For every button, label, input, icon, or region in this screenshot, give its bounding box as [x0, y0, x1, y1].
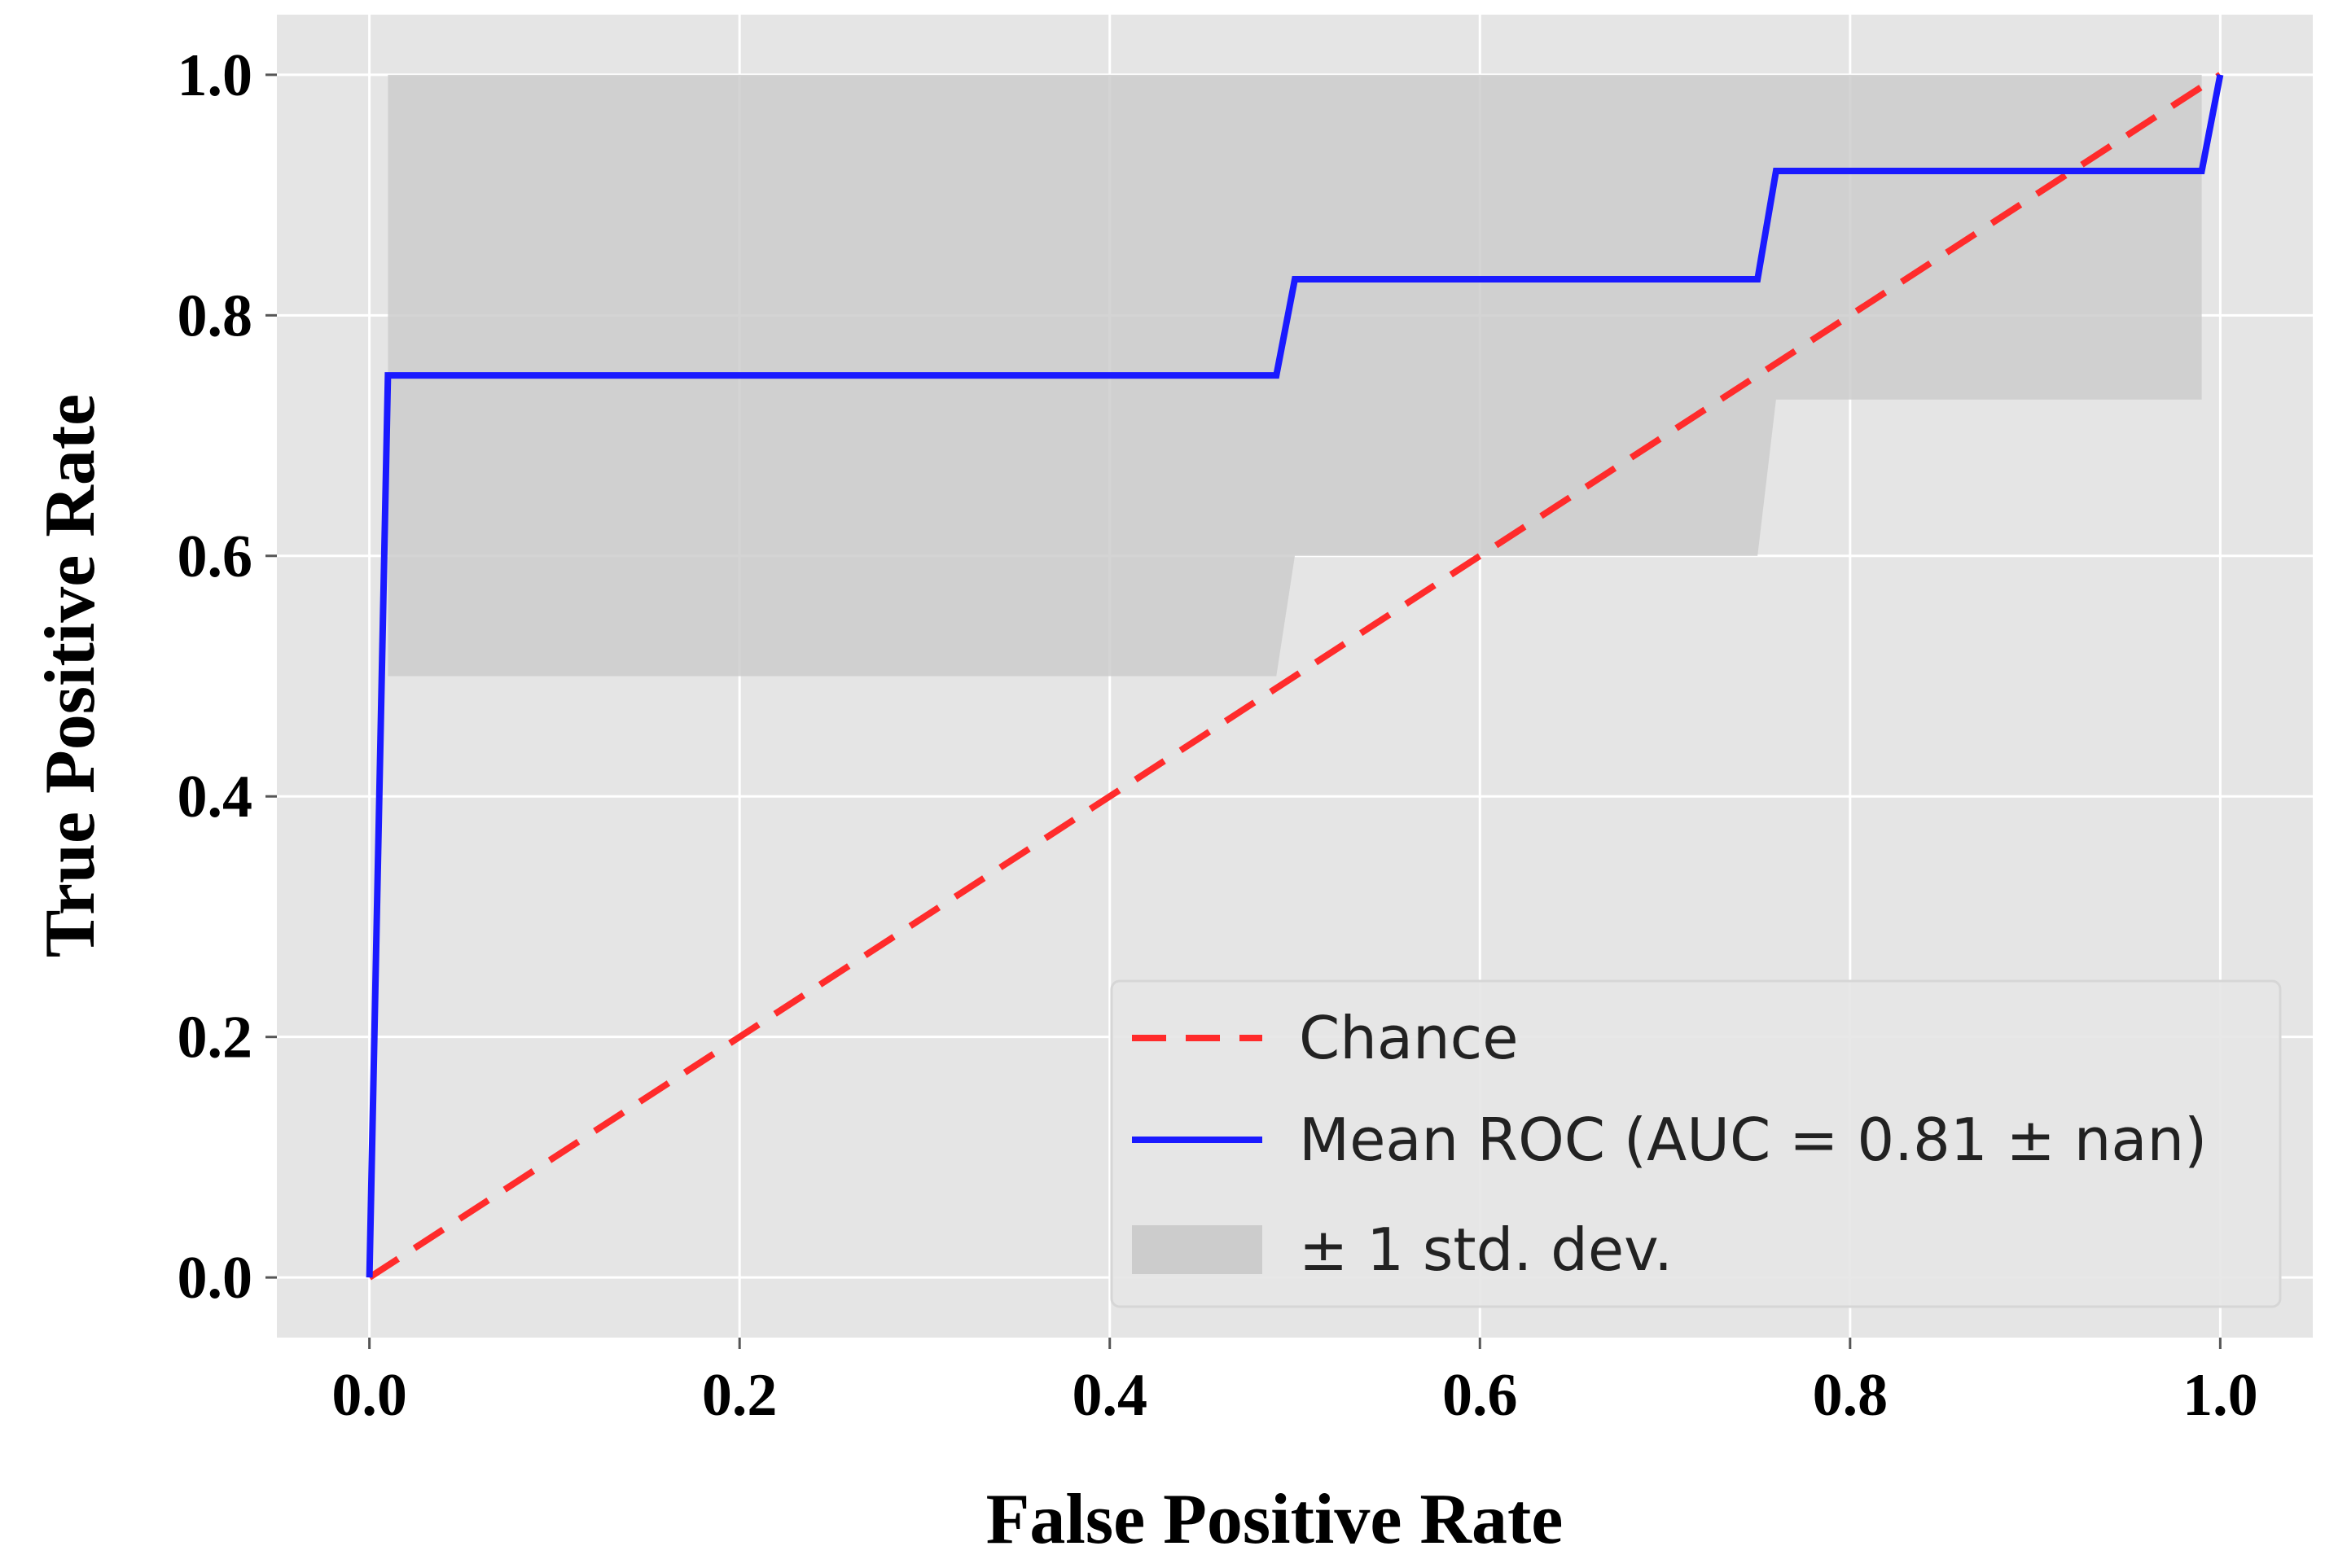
x-tick-label-1: 0.2 — [702, 1362, 778, 1429]
y-tick-label-2: 0.4 — [178, 764, 253, 830]
y-axis-label: True Positive Rate — [31, 394, 110, 957]
x-tick-label-5: 1.0 — [2182, 1362, 2258, 1429]
y-tick-label-5: 1.0 — [178, 42, 253, 109]
std-dev-band — [388, 74, 2202, 677]
legend-label-chance: Chance — [1299, 1004, 1519, 1072]
x-tick-label-2: 0.4 — [1072, 1362, 1147, 1429]
series-group — [366, 72, 2224, 1281]
y-tick-label-4: 0.8 — [178, 283, 253, 349]
mean-roc-line — [366, 74, 2224, 1278]
chance-line — [367, 72, 2222, 1281]
x-tick-label-0: 0.0 — [331, 1362, 407, 1429]
legend: Chance Mean ROC (AUC = 0.81 ± nan) ± 1 std… — [1110, 979, 2282, 1308]
y-tick-label-0: 0.0 — [178, 1245, 253, 1312]
legend-swatch-std-dev — [1132, 1225, 1262, 1274]
x-axis-label: False Positive Rate — [986, 1480, 1564, 1559]
x-tick-label-4: 0.8 — [1813, 1362, 1889, 1429]
y-tick-label-3: 0.6 — [178, 523, 253, 590]
legend-box — [1110, 979, 2282, 1308]
y-tick-label-1: 0.2 — [178, 1005, 253, 1071]
legend-label-mean-roc: Mean ROC (AUC = 0.81 ± nan) — [1299, 1106, 2207, 1174]
x-tick-label-3: 0.6 — [1442, 1362, 1518, 1429]
std-dev-band-group — [388, 74, 2202, 677]
legend-label-std-dev: ± 1 std. dev. — [1299, 1215, 1673, 1284]
ticks-group: 0.0 0.2 0.4 0.6 0.8 1.0 0.0 0.2 0.4 0.6 0.8 1.0 — [178, 42, 2258, 1429]
